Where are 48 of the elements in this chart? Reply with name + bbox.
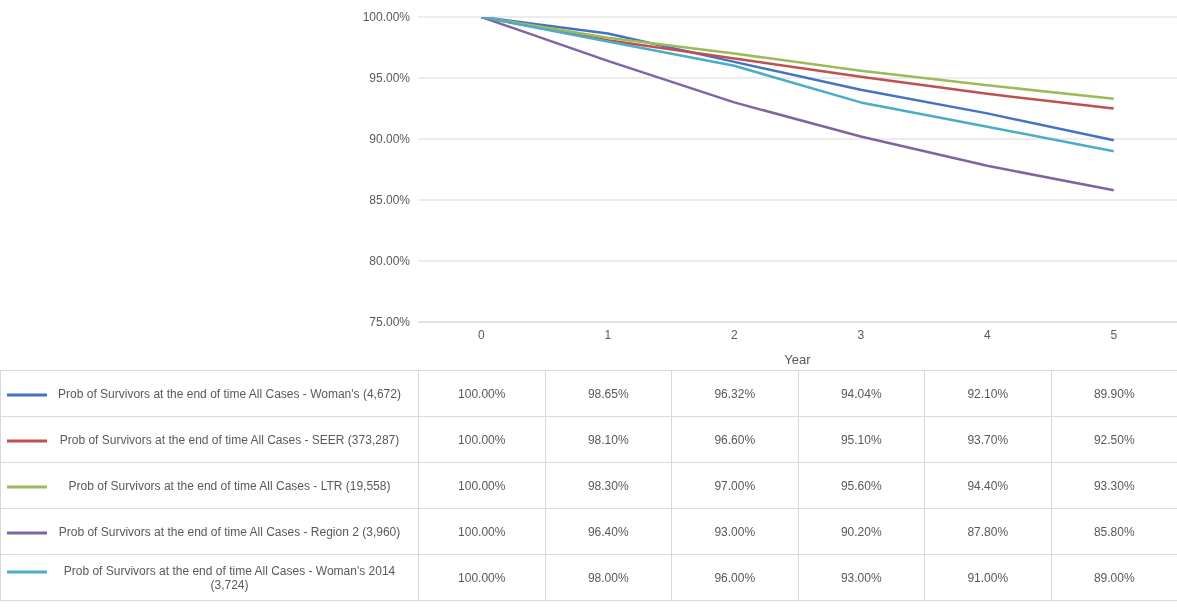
x-tick-label: 2 bbox=[730, 327, 738, 342]
y-tick-label: 85.00% bbox=[369, 193, 411, 208]
data-label: 96.00% bbox=[671, 554, 798, 601]
legend-label: Prob of Survivors at the end of time All Cases - Woman's 2014 (3,724) bbox=[62, 563, 397, 592]
data-label: 100.00% bbox=[418, 416, 545, 463]
data-label: 98.10% bbox=[545, 416, 672, 463]
data-label: 85.80% bbox=[1051, 508, 1177, 555]
data-label: 93.00% bbox=[671, 508, 798, 555]
data-label: 96.40% bbox=[545, 508, 672, 555]
data-label: 92.10% bbox=[924, 370, 1051, 417]
legend-label: Prob of Survivors at the end of time All Cases - Woman's (4,672) bbox=[57, 386, 402, 401]
data-label: 98.65% bbox=[545, 370, 672, 417]
y-tick-label: 100.00% bbox=[362, 10, 411, 25]
x-tick-label: 5 bbox=[1110, 327, 1118, 342]
data-label: 94.40% bbox=[924, 462, 1051, 509]
data-label: 98.00% bbox=[545, 554, 672, 601]
x-tick-label: 0 bbox=[477, 327, 485, 342]
legend-label: Prob of Survivors at the end of time All Cases - Region 2 (3,960) bbox=[57, 524, 402, 539]
x-tick-label: 3 bbox=[857, 327, 865, 342]
data-label: 96.32% bbox=[671, 370, 798, 417]
data-label: 87.80% bbox=[924, 508, 1051, 555]
data-label: 93.00% bbox=[798, 554, 925, 601]
x-tick-label: 1 bbox=[604, 327, 612, 342]
data-label: 89.00% bbox=[1051, 554, 1177, 601]
data-label: 93.30% bbox=[1051, 462, 1177, 509]
data-label: 90.20% bbox=[798, 508, 925, 555]
legend-label: Prob of Survivors at the end of time All Cases - SEER (373,287) bbox=[58, 432, 401, 447]
data-label: 95.60% bbox=[798, 462, 925, 509]
y-tick-label: 95.00% bbox=[369, 71, 411, 86]
data-label: 89.90% bbox=[1051, 370, 1177, 417]
data-label: 91.00% bbox=[924, 554, 1051, 601]
data-label: 100.00% bbox=[418, 370, 545, 417]
data-label: 92.50% bbox=[1051, 416, 1177, 463]
data-label: 98.30% bbox=[545, 462, 672, 509]
data-label: 93.70% bbox=[924, 416, 1051, 463]
data-label: 94.04% bbox=[798, 370, 925, 417]
data-label: 100.00% bbox=[418, 462, 545, 509]
x-axis-title: Year bbox=[784, 352, 812, 367]
y-tick-label: 90.00% bbox=[369, 132, 411, 147]
data-label: 95.10% bbox=[798, 416, 925, 463]
y-tick-label: 75.00% bbox=[369, 315, 411, 330]
data-label: 97.00% bbox=[671, 462, 798, 509]
data-label: 96.60% bbox=[671, 416, 798, 463]
x-tick-label: 4 bbox=[983, 327, 991, 342]
data-label: 100.00% bbox=[418, 554, 545, 601]
y-tick-label: 80.00% bbox=[369, 254, 411, 269]
data-label: 100.00% bbox=[418, 508, 545, 555]
legend-label: Prob of Survivors at the end of time All Cases - LTR (19,558) bbox=[67, 478, 392, 493]
